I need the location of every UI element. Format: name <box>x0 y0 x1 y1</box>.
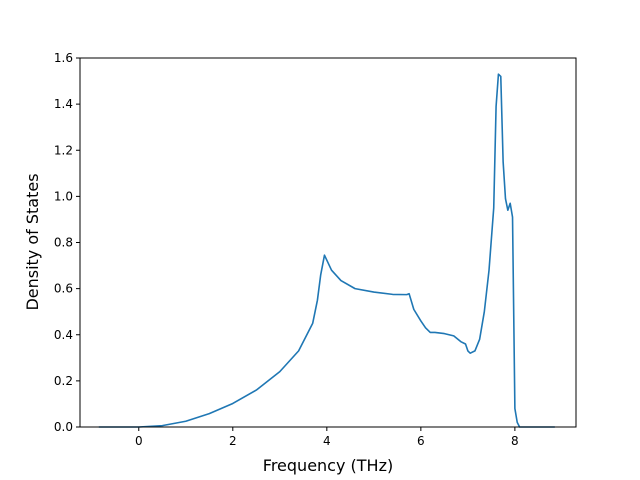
y-tick-label: 1.0 <box>54 189 73 203</box>
y-tick-label: 0.4 <box>54 328 73 342</box>
y-tick-label: 1.6 <box>54 51 73 65</box>
x-tick-label: 2 <box>229 434 237 448</box>
x-axis-ticks: 0 2 4 6 8 <box>135 427 519 448</box>
plot-area-frame <box>79 57 577 428</box>
y-tick-label: 0.2 <box>54 374 73 388</box>
x-tick-label: 0 <box>135 434 143 448</box>
x-tick-label: 8 <box>511 434 519 448</box>
y-tick-label: 0.6 <box>54 282 73 296</box>
x-axis-label: Frequency (THz) <box>263 456 393 475</box>
x-tick-label: 4 <box>323 434 331 448</box>
x-tick-label: 6 <box>417 434 425 448</box>
dos-series-line <box>98 73 555 428</box>
y-tick-label: 1.2 <box>54 143 73 157</box>
y-axis-label: Density of States <box>23 173 42 310</box>
y-tick-label: 0.0 <box>54 420 73 434</box>
y-tick-label: 1.4 <box>54 97 73 111</box>
y-axis-ticks: 0.0 0.2 0.4 0.6 0.8 1.0 1.2 1.4 1.6 <box>54 51 80 434</box>
y-tick-label: 0.8 <box>54 236 73 250</box>
